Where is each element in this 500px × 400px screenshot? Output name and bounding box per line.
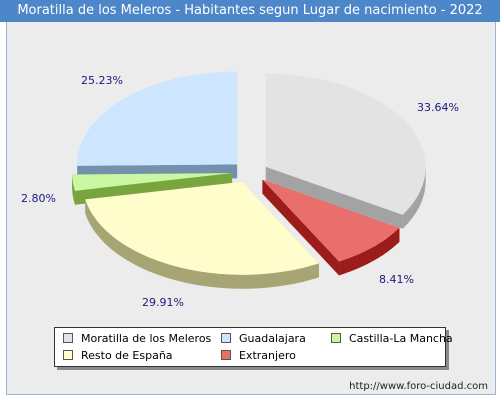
legend-swatch-moratilla-de-los-meleros: [63, 333, 73, 343]
legend-item-castilla-la-mancha: Castilla-La Mancha: [331, 332, 453, 346]
slice-extranjero: [262, 179, 400, 262]
label-resto-de-espa-a: 29.91%: [142, 296, 184, 309]
chart-title: Moratilla de los Meleros - Habitantes se…: [0, 0, 500, 22]
source-link[interactable]: http://www.foro-ciudad.com: [349, 381, 488, 392]
pie-chart: [72, 71, 426, 289]
legend-label-extranjero: Extranjero: [239, 349, 296, 362]
legend-label-moratilla-de-los-meleros: Moratilla de los Meleros: [81, 332, 212, 345]
slice-moratilla-de-los-meleros: [265, 73, 426, 215]
legend-swatch-guadalajara: [221, 333, 231, 343]
legend-item-moratilla-de-los-meleros: Moratilla de los Meleros: [63, 332, 211, 346]
slice-wall-moratilla-de-los-meleros-1: [265, 166, 403, 229]
legend-label-castilla-la-mancha: Castilla-La Mancha: [349, 332, 453, 345]
legend-item-resto-de-espa-a: Resto de España: [63, 349, 173, 363]
label-moratilla-de-los-meleros: 33.64%: [417, 101, 459, 114]
slice-resto-de-espa-a: [85, 181, 319, 275]
label-guadalajara: 25.23%: [81, 74, 123, 87]
legend: Moratilla de los Meleros Guadalajara Casti…: [54, 327, 453, 367]
legend-label-resto-de-espa-a: Resto de España: [81, 349, 173, 362]
slice-side-castilla-la-mancha: [72, 174, 75, 205]
legend-swatch-resto-de-espa-a: [63, 350, 73, 360]
slice-side-moratilla-de-los-meleros: [402, 166, 426, 229]
legend-label-guadalajara: Guadalajara: [239, 332, 306, 345]
label-castilla-la-mancha: 2.80%: [21, 192, 56, 205]
legend-swatch-castilla-la-mancha: [331, 333, 341, 343]
legend-item-extranjero: Extranjero: [221, 349, 296, 363]
slice-guadalajara: [77, 71, 238, 166]
slice-side-extranjero: [339, 227, 400, 276]
slice-wall-extranjero-1: [262, 179, 340, 276]
slice-castilla-la-mancha: [72, 173, 233, 191]
slice-side-resto-de-espa-a: [85, 199, 319, 289]
legend-swatch-extranjero: [221, 350, 231, 360]
legend-item-guadalajara: Guadalajara: [221, 332, 306, 346]
label-extranjero: 8.41%: [379, 273, 414, 286]
pie-tops: [72, 71, 426, 275]
